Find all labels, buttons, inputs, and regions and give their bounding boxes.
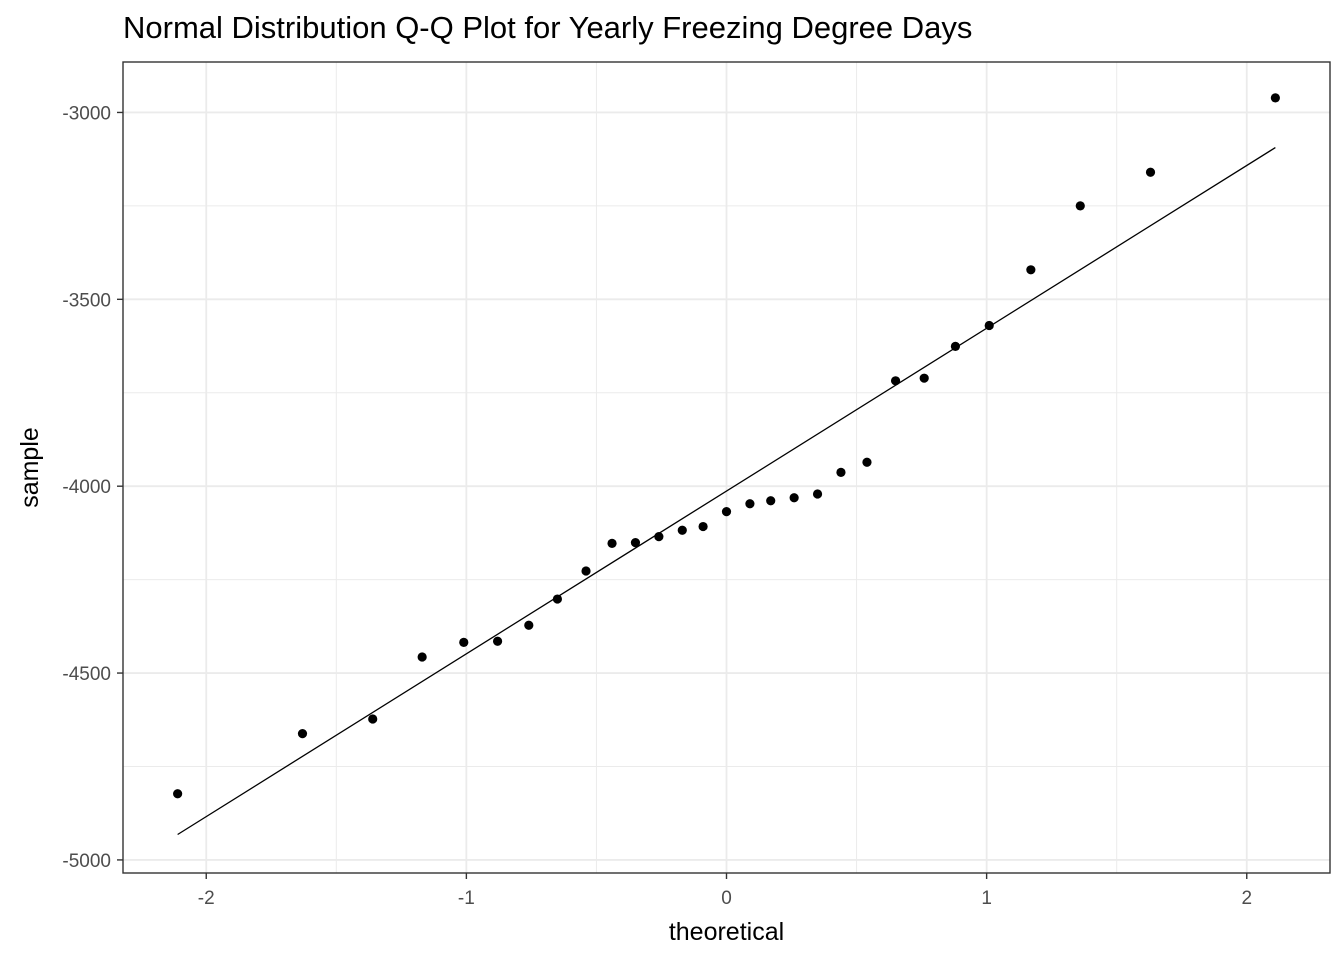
data-point-21 [890,376,901,386]
data-point-8 [581,566,591,576]
data-point-20 [862,457,872,467]
data-point-25 [1026,265,1036,275]
major-gridlines [123,62,1330,873]
data-point-11 [654,532,664,542]
points-layer [173,93,1280,799]
data-point-17 [789,493,799,503]
x-tick-label-0: -2 [198,888,215,909]
data-point-6 [524,620,534,630]
data-point-1 [297,728,308,739]
x-tick-label-1: -1 [458,888,475,909]
data-point-7 [552,594,563,604]
chart-title: Normal Distribution Q-Q Plot for Yearly … [123,10,973,45]
data-point-28 [1270,93,1280,103]
data-point-18 [812,489,823,499]
data-point-22 [919,373,929,383]
x-tick-label-3: 1 [981,888,992,909]
x-tick-label-4: 2 [1241,888,1252,909]
y-axis-title: sample [16,427,44,508]
data-point-26 [1075,201,1085,211]
data-point-23 [950,341,961,352]
data-point-27 [1145,167,1156,177]
data-point-2 [368,714,378,724]
data-point-0 [173,789,183,799]
qq-reference-line [177,147,1276,836]
y-tick-label-0: -5000 [62,851,111,872]
y-tick-label-1: -4500 [62,664,111,685]
data-point-5 [492,636,503,646]
data-point-10 [630,538,641,548]
y-tick-label-3: -3500 [62,290,111,311]
x-axis-title: theoretical [669,918,784,946]
data-point-14 [721,507,732,517]
data-point-24 [984,320,994,331]
data-point-9 [607,538,617,548]
y-tick-label-4: -3000 [62,103,111,124]
y-axis-ticks: -5000 -4500 -4000 -3500 -3000 [62,103,123,872]
data-point-15 [745,499,755,509]
data-point-16 [766,496,776,506]
data-point-4 [459,637,469,648]
x-axis-ticks: -2 -1 0 1 2 [198,873,1252,909]
reference-line-layer [177,147,1276,836]
data-point-12 [677,525,687,535]
y-tick-label-2: -4000 [62,477,111,498]
data-point-3 [417,652,427,662]
data-point-19 [836,467,846,477]
data-point-13 [698,521,708,532]
x-tick-label-2: 0 [721,888,732,909]
